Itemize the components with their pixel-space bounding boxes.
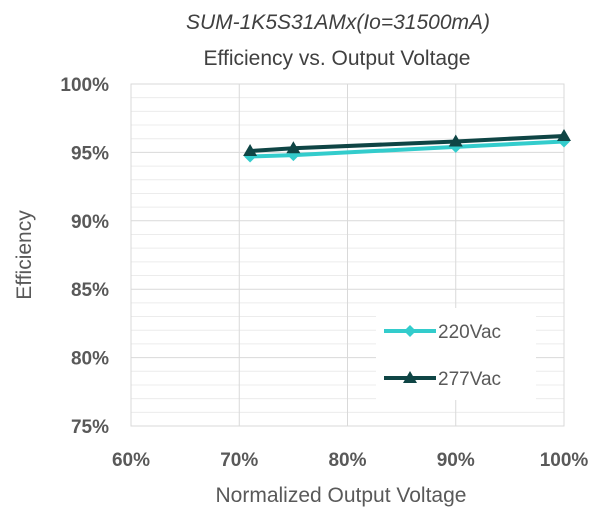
legend: 220Vac 277Vac [376,308,536,400]
plot-area-border [130,83,565,427]
x-tick-label: 80% [328,450,366,471]
y-tick-labels: 75% 80% 85% 90% 95% 100% [60,75,109,438]
y-tick-label: 90% [71,212,109,233]
data-point-277Vac [243,144,258,157]
data-point-277Vac [448,134,463,147]
x-axis-title: Normalized Output Voltage [216,484,467,507]
x-tick-label: 70% [220,450,258,471]
legend-label-277Vac: 277Vac [438,369,501,390]
chart-title-line2: Efficiency vs. Output Voltage [204,47,471,70]
legend-marker-277Vac [403,371,417,383]
series-line-220Vac [250,139,565,159]
y-axis-title: Efficiency [13,210,36,300]
series-277Vac [243,128,571,157]
legend-background [376,308,536,400]
y-tick-label: 80% [71,349,109,370]
x-tick-label: 60% [112,450,150,471]
x-tick-labels: 60% 70% 80% 90% 100% [112,450,588,471]
data-point-277Vac [286,141,301,154]
series-line-277Vac [249,133,565,154]
legend-label-220Vac: 220Vac [438,322,501,343]
y-tick-label: 95% [71,143,109,164]
series-layer [243,128,571,163]
grid-lines [131,84,564,426]
chart-title-line1: SUM-1K5S31AMx(Io=31500mA) [186,11,490,34]
data-point-277Vac [557,128,571,141]
y-tick-label: 75% [71,417,109,438]
x-tick-label: 90% [437,450,475,471]
legend-marker-220Vac [404,325,416,337]
y-tick-label: 100% [60,75,109,96]
y-tick-label: 85% [71,280,109,301]
x-tick-label: 100% [540,450,589,471]
